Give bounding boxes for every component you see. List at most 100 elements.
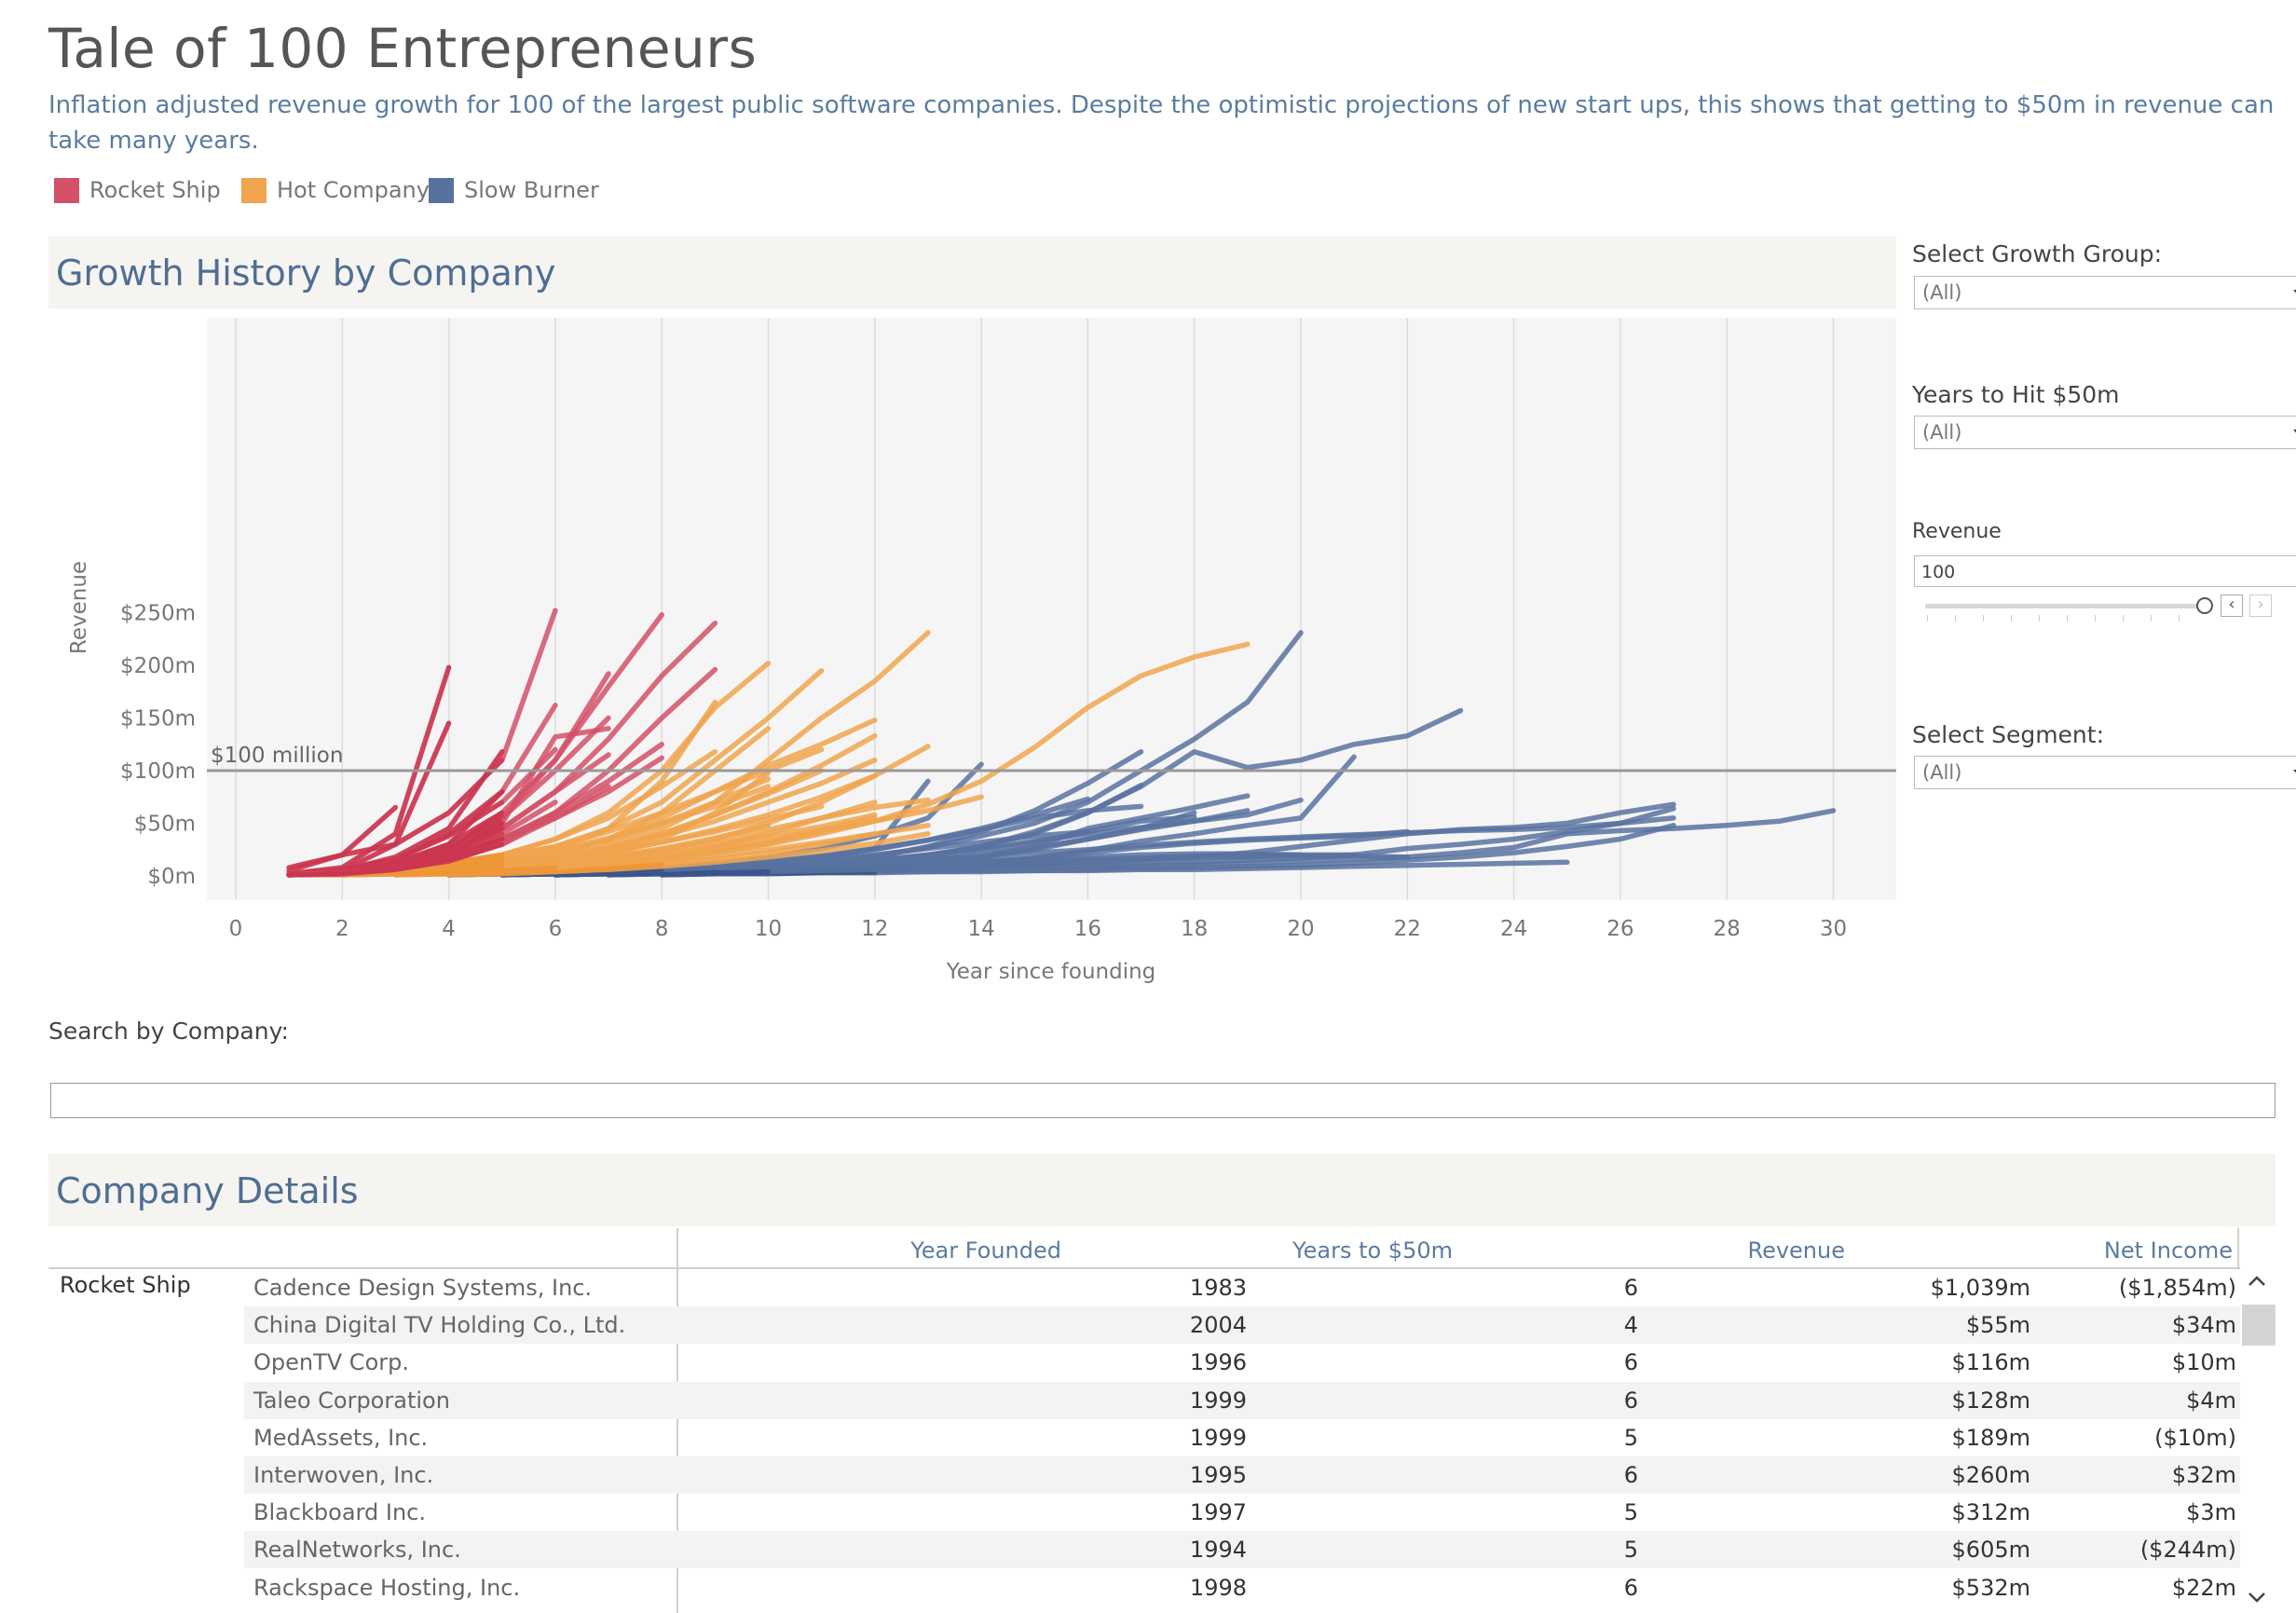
years-to-50m-cell: 5 (1623, 1537, 1638, 1564)
scroll-down-icon[interactable] (2246, 1586, 2268, 1608)
table-row[interactable]: Taleo Corporation 1999 6 $128m $4m (244, 1381, 2240, 1419)
legend-item-hot-company[interactable]: Hot Company (241, 177, 430, 203)
revenue-slider-handle[interactable] (2196, 597, 2213, 614)
company-name-cell: Cadence Design Systems, Inc. (253, 1275, 593, 1301)
column-header-revenue[interactable]: Revenue (1747, 1237, 1845, 1264)
year-founded-cell: 1999 (1189, 1387, 1247, 1414)
chevron-down-icon (2293, 770, 2296, 776)
years-to-50m-cell: 6 (1623, 1462, 1638, 1488)
company-name-cell: MedAssets, Inc. (253, 1424, 429, 1451)
slider-tick (1955, 615, 1956, 622)
x-tick-label: 30 (1820, 917, 1847, 941)
y-tick-label: $100m (120, 759, 196, 784)
year-founded-cell: 1999 (1189, 1424, 1247, 1451)
revenue-slider-track[interactable] (1925, 604, 2205, 608)
details-section-title: Company Details (56, 1170, 359, 1211)
segment-label: Select Segment: (1912, 721, 2104, 748)
x-tick-label: 8 (655, 917, 669, 941)
x-tick-label: 22 (1394, 917, 1421, 941)
years-to-50m-cell: 6 (1623, 1275, 1638, 1301)
years-to-50m-dropdown[interactable]: (All) (1914, 416, 2296, 449)
slider-step-forward-button[interactable]: › (2249, 595, 2272, 617)
table-row[interactable]: Blackboard Inc. 1997 5 $312m $3m (244, 1494, 2240, 1531)
legend-swatch-rocket-ship (54, 177, 79, 203)
slider-tick (2151, 615, 2152, 622)
company-name-cell: Rackspace Hosting, Inc. (253, 1574, 521, 1601)
dropdown-value: (All) (1922, 761, 1962, 784)
y-tick-label: $0m (147, 865, 196, 889)
revenue-cell: $1,039m (1930, 1275, 2030, 1301)
y-tick-label: $250m (120, 602, 196, 626)
x-tick-label: 24 (1500, 917, 1527, 941)
net-income-cell: $32m (2171, 1462, 2236, 1488)
table-row[interactable]: Cadence Design Systems, Inc. 1983 6 $1,039m… (244, 1269, 2240, 1306)
x-tick-label: 18 (1181, 917, 1208, 941)
slider-tick (2039, 615, 2040, 622)
search-label: Search by Company: (48, 1018, 289, 1045)
net-income-cell: $10m (2171, 1349, 2236, 1376)
column-header-years-to-50m[interactable]: Years to $50m (1292, 1237, 1453, 1264)
scroll-up-icon[interactable] (2246, 1270, 2268, 1292)
legend-item-slow-burner[interactable]: Slow Burner (429, 177, 599, 203)
slider-step-back-button[interactable]: ‹ (2221, 595, 2243, 617)
chevron-down-icon (2293, 290, 2296, 296)
revenue-cell: $55m (1965, 1312, 2030, 1339)
years-to-50m-cell: 6 (1623, 1387, 1638, 1414)
year-founded-cell: 1996 (1189, 1349, 1247, 1376)
legend-item-rocket-ship[interactable]: Rocket Ship (54, 177, 221, 203)
legend-label: Rocket Ship (89, 177, 221, 203)
years-to-50m-cell: 5 (1623, 1424, 1638, 1451)
table-row[interactable]: RealNetworks, Inc. 1994 5 $605m ($244m) (244, 1531, 2240, 1569)
net-income-cell: $4m (2186, 1387, 2236, 1414)
slider-tick (2011, 615, 2012, 622)
y-tick-label: $50m (134, 813, 196, 837)
group-label-rocket-ship: Rocket Ship (60, 1272, 191, 1298)
table-column-divider (676, 1228, 678, 1613)
page-subtitle: Inflation adjusted revenue growth for 10… (48, 91, 2275, 155)
table-right-divider (2237, 1228, 2239, 1267)
x-tick-label: 28 (1714, 917, 1741, 941)
year-founded-cell: 1995 (1189, 1462, 1247, 1488)
table-row[interactable]: OpenTV Corp. 1996 6 $116m $10m (244, 1344, 2240, 1381)
table-scrollbar-thumb[interactable] (2242, 1305, 2276, 1346)
year-founded-cell: 2004 (1189, 1312, 1247, 1339)
company-name-cell: Taleo Corporation (253, 1387, 450, 1414)
company-name-cell: Blackboard Inc. (253, 1499, 426, 1526)
revenue-cell: $605m (1951, 1537, 2030, 1564)
table-row[interactable]: MedAssets, Inc. 1999 5 $189m ($10m) (244, 1419, 2240, 1456)
slider-tick (1983, 615, 1984, 622)
chevron-down-icon (2248, 1592, 2265, 1603)
revenue-cell: $116m (1951, 1349, 2030, 1376)
x-axis: 0 2 4 6 8 10 12 14 16 18 20 22 24 26 28 30 (229, 917, 1847, 941)
legend-swatch-hot-company (241, 177, 266, 203)
column-header-net-income[interactable]: Net Income (2103, 1237, 2233, 1264)
company-search-input[interactable] (50, 1083, 2276, 1118)
x-tick-label: 6 (549, 917, 563, 941)
table-row[interactable]: China Digital TV Holding Co., Ltd. 2004 4 $… (244, 1306, 2240, 1345)
slider-tick (1927, 615, 1928, 622)
year-founded-cell: 1994 (1189, 1537, 1247, 1564)
x-tick-label: 4 (442, 917, 456, 941)
growth-group-label: Select Growth Group: (1912, 240, 2163, 267)
growth-group-dropdown[interactable]: (All) (1914, 276, 2296, 309)
years-to-50m-label: Years to Hit $50m (1912, 381, 2120, 408)
x-tick-label: 14 (967, 917, 994, 941)
revenue-input[interactable]: 100 (1914, 555, 2296, 587)
x-tick-label: 12 (861, 917, 888, 941)
table-row[interactable]: Rackspace Hosting, Inc. 1998 6 $532m $22m (244, 1569, 2240, 1606)
chevron-down-icon (2293, 430, 2296, 436)
company-name-cell: Interwoven, Inc. (253, 1462, 434, 1488)
legend-label: Hot Company (277, 177, 430, 203)
x-tick-label: 2 (335, 917, 349, 941)
chevron-up-icon (2248, 1276, 2265, 1286)
segment-dropdown[interactable]: (All) (1914, 756, 2296, 789)
column-header-year-founded[interactable]: Year Founded (910, 1237, 1061, 1264)
table-row[interactable]: Interwoven, Inc. 1995 6 $260m $32m (244, 1456, 2240, 1494)
table-header-divider (48, 1267, 2240, 1269)
slider-tick (2179, 615, 2180, 622)
series-line-core (446, 862, 664, 878)
company-name-cell: China Digital TV Holding Co., Ltd. (253, 1312, 626, 1339)
x-tick-label: 16 (1074, 917, 1101, 941)
year-founded-cell: 1983 (1189, 1275, 1247, 1301)
revenue-param-label: Revenue (1912, 520, 2002, 543)
